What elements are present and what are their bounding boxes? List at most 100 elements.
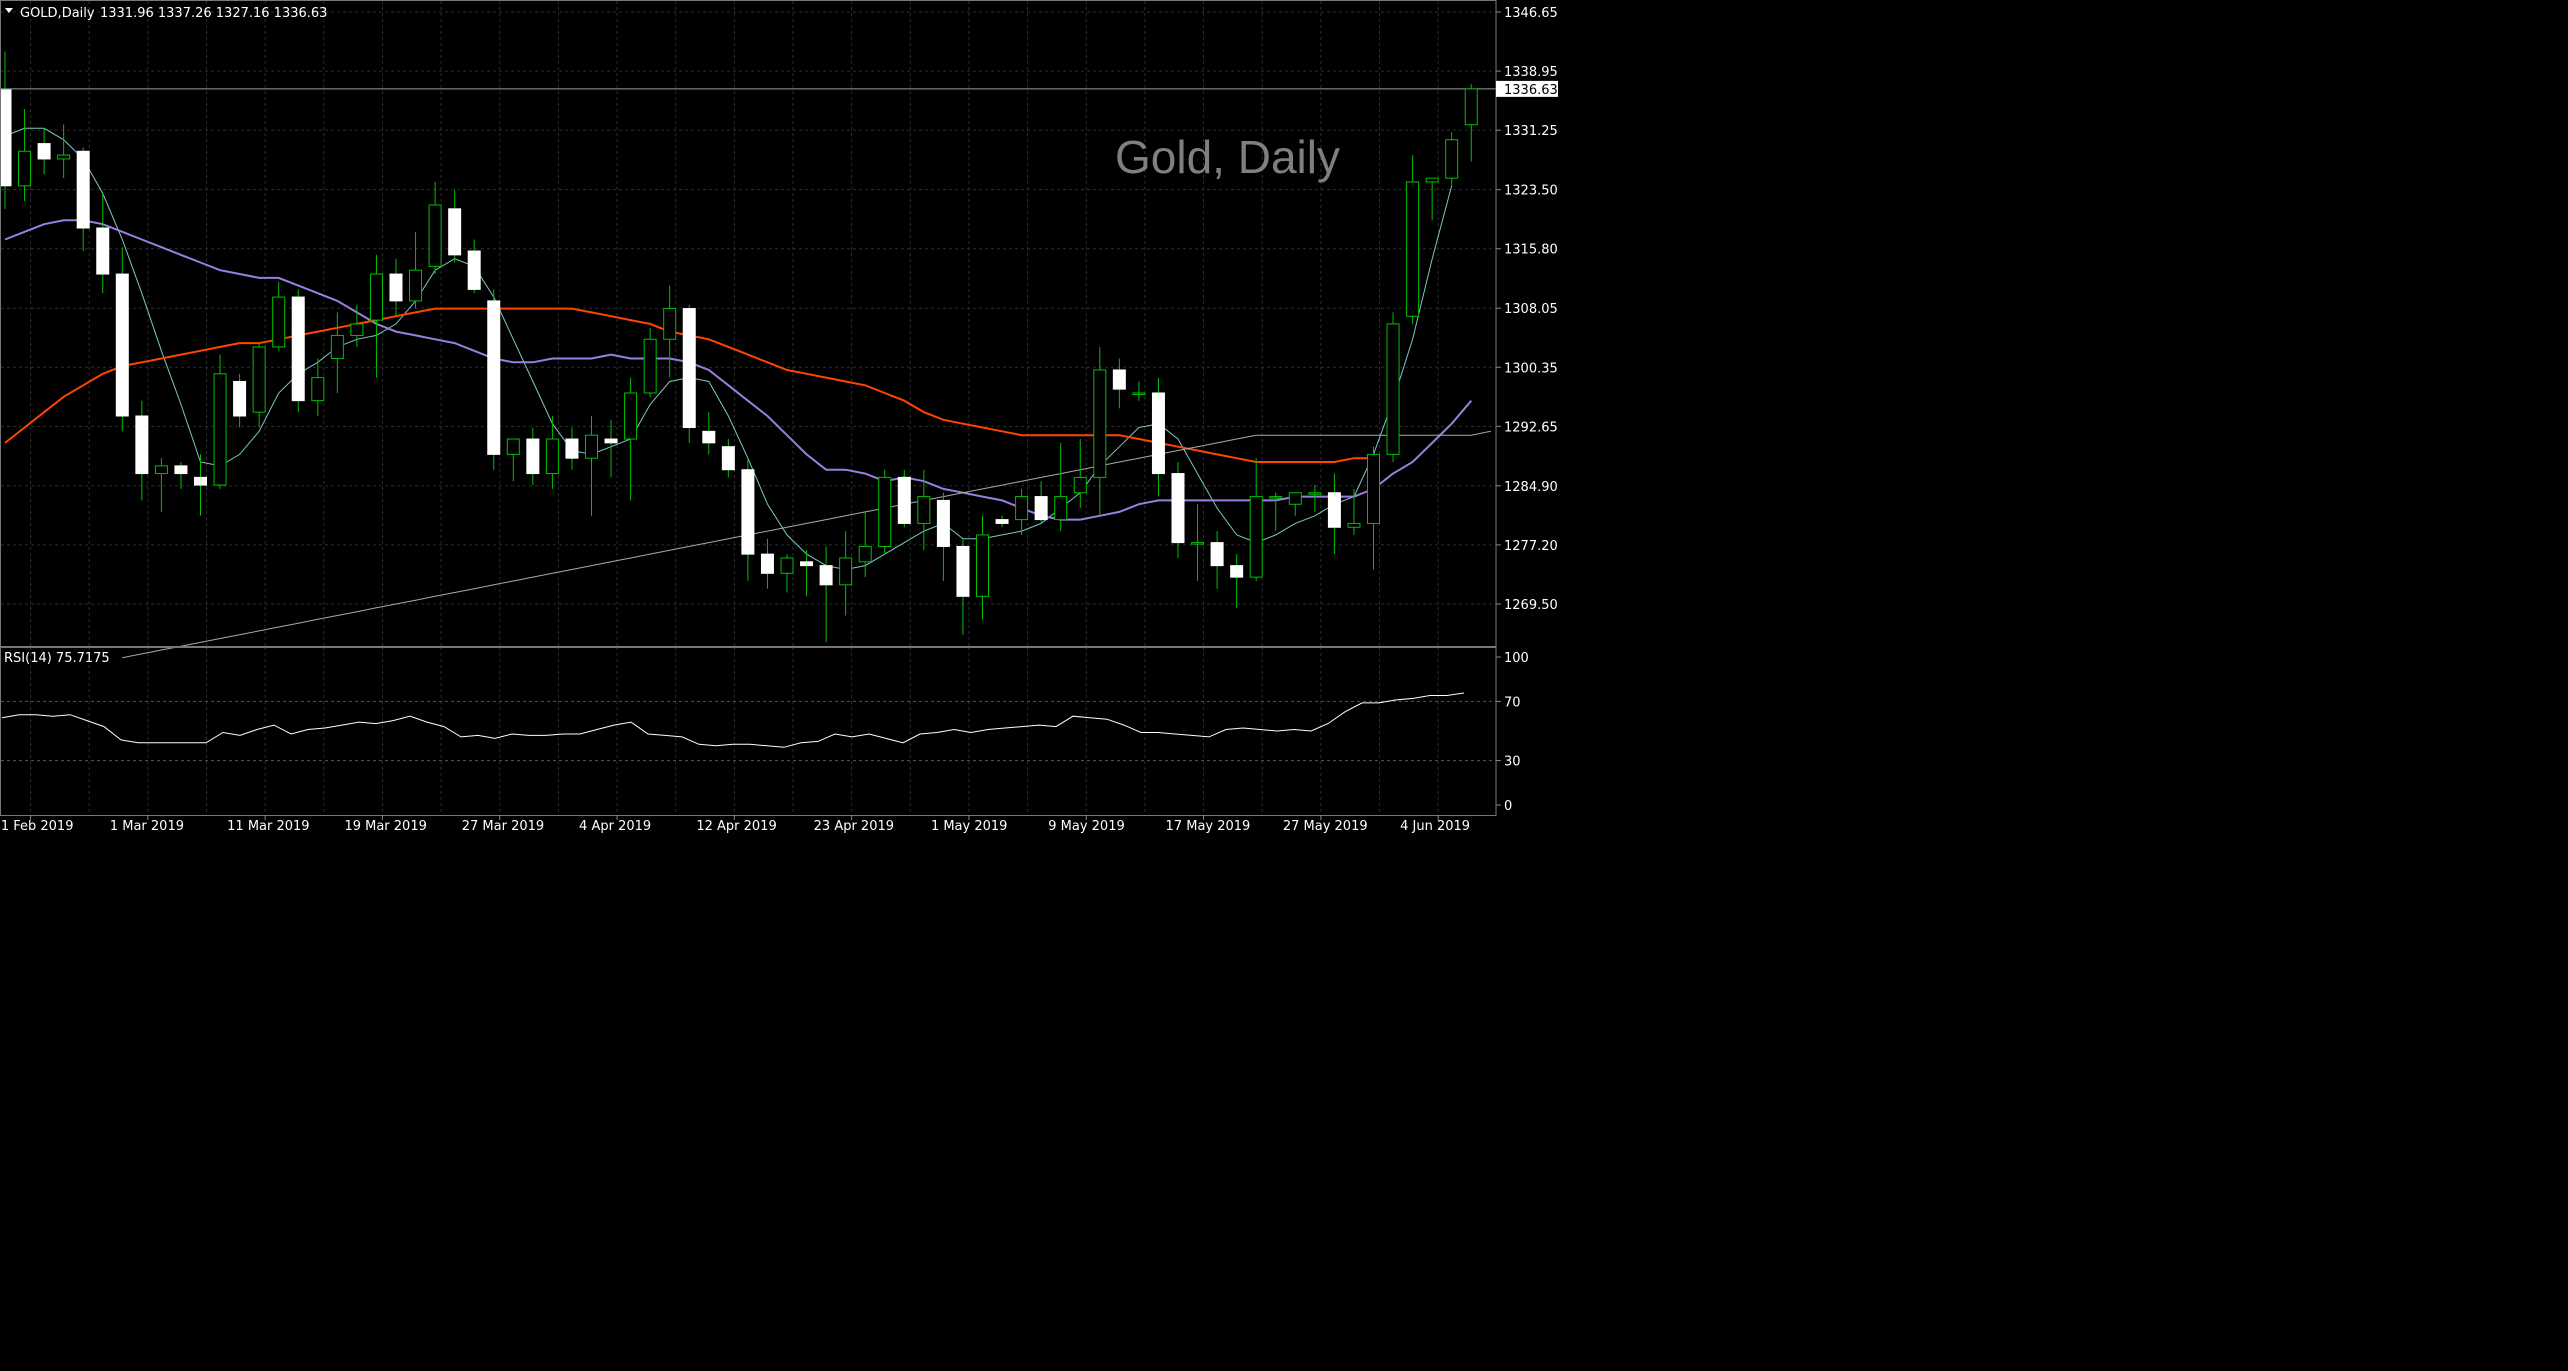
candle <box>428 181 442 275</box>
candle-body <box>545 438 559 475</box>
candle <box>174 462 188 489</box>
candle-body <box>1445 139 1459 179</box>
candle <box>1464 84 1478 162</box>
ma-line-ma-long <box>122 430 1491 659</box>
candle-body <box>917 496 931 524</box>
chart-header: GOLD,Daily 1331.96 1337.26 1327.16 1336.… <box>5 6 327 21</box>
candle-body <box>467 250 481 290</box>
candle-body <box>428 204 442 267</box>
candle-body <box>1367 453 1380 524</box>
candle <box>956 538 970 635</box>
candle <box>467 239 481 294</box>
candle <box>0 51 12 209</box>
rsi-tick-label: 30 <box>1504 755 1521 770</box>
date-tick-label: 4 Apr 2019 <box>579 819 651 834</box>
candle <box>1151 377 1165 497</box>
candle <box>897 469 911 528</box>
candle-body <box>330 334 344 359</box>
candle-body <box>311 377 325 402</box>
rsi-frame <box>0 647 1497 816</box>
chart-canvas: 1346.65 1338.95 1331.25 1323.50 1315.80 1308.… <box>0 0 1558 834</box>
candle <box>858 511 872 578</box>
candle <box>565 427 579 470</box>
candle-body <box>643 338 657 394</box>
candle <box>976 515 989 620</box>
date-tick-label: 27 May 2019 <box>1283 819 1368 834</box>
candle-body <box>18 150 32 187</box>
candle-body <box>448 208 462 256</box>
candle <box>96 193 110 294</box>
candle <box>780 554 794 593</box>
candle <box>819 546 833 643</box>
date-tick-label: 11 Mar 2019 <box>227 819 309 834</box>
candle <box>624 377 638 501</box>
candle <box>995 515 1009 528</box>
price-tick-label: 1300.35 <box>1504 361 1558 376</box>
candle <box>194 454 207 516</box>
candle-body <box>174 465 188 475</box>
candle <box>682 304 696 443</box>
candle-body <box>57 154 71 160</box>
candle <box>702 412 716 455</box>
candle <box>1367 446 1380 570</box>
candle <box>1269 492 1283 532</box>
symbol-label: GOLD,Daily <box>20 6 95 21</box>
candle <box>1445 132 1459 186</box>
ohlc-values: 1331.96 1337.26 1327.16 1336.63 <box>100 6 327 21</box>
candle <box>604 419 618 478</box>
candle <box>213 354 227 489</box>
candle-body <box>1171 473 1185 544</box>
price-tick-label: 1284.90 <box>1504 480 1558 495</box>
candle-body <box>663 308 677 340</box>
date-tick-label: 27 Mar 2019 <box>462 819 544 834</box>
candle-body <box>252 346 266 413</box>
candle-body <box>115 273 129 417</box>
rsi-line <box>1 692 1465 748</box>
ma-line-ma-mid <box>4 219 1473 521</box>
date-tick-label: 19 Mar 2019 <box>344 819 426 834</box>
candle <box>291 289 305 413</box>
candle-body <box>878 476 892 547</box>
candle <box>800 550 814 597</box>
candle <box>721 439 735 478</box>
candle <box>839 531 853 616</box>
candle-body <box>995 519 1009 524</box>
candle-body <box>1269 496 1283 499</box>
candle <box>272 281 286 351</box>
rsi-label: RSI(14) 75.7175 <box>4 651 110 666</box>
candle-body <box>1249 496 1263 578</box>
candle <box>643 327 657 397</box>
date-tick-label: 9 May 2019 <box>1048 819 1125 834</box>
candle-body <box>1034 496 1048 521</box>
candle <box>1347 488 1361 535</box>
candle <box>1386 312 1400 463</box>
candle-body <box>96 227 110 275</box>
current-price-label: 1336.63 <box>1504 83 1558 98</box>
candle-body <box>1327 492 1341 528</box>
candle-body <box>1112 369 1126 390</box>
candle-body <box>760 553 774 574</box>
axes: 1346.65 1338.95 1331.25 1323.50 1315.80 1308.… <box>0 0 1558 834</box>
candle <box>1210 531 1224 589</box>
candle-body <box>585 434 598 459</box>
candle <box>741 458 755 581</box>
candle-body <box>1347 522 1361 528</box>
candle-body <box>1425 177 1439 183</box>
rsi-tick-label: 100 <box>1504 651 1529 666</box>
candle-body <box>487 300 501 455</box>
dropdown-triangle-icon[interactable] <box>5 8 13 13</box>
candle <box>487 289 501 470</box>
candle <box>1073 439 1087 509</box>
candle-body <box>1230 565 1244 578</box>
candle-body <box>291 296 305 402</box>
candle-body <box>526 438 540 475</box>
candle <box>1327 473 1341 555</box>
candle-body <box>624 392 638 440</box>
date-tick-label: 4 Jun 2019 <box>1400 819 1470 834</box>
candle <box>1034 481 1048 524</box>
candle-body <box>194 476 207 486</box>
candle-body <box>506 438 520 455</box>
date-tick-label: 1 Mar 2019 <box>110 819 184 834</box>
candle <box>1132 381 1146 401</box>
date-tick-label: 21 Feb 2019 <box>0 819 73 834</box>
